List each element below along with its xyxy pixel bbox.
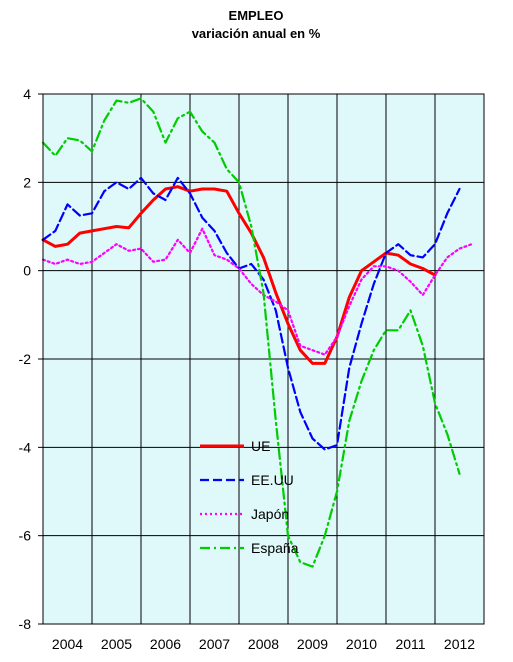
plot-border [42,93,485,625]
x-tick-label: 2010 [346,636,377,652]
y-tick-label: 0 [23,263,31,279]
y-tick-label: -8 [19,616,32,632]
chart-subtitle: variación anual en % [192,26,321,41]
legend-label: UE [251,438,270,454]
y-tick-label: -2 [19,351,32,367]
x-tick-label: 2007 [199,636,230,652]
chart-title: EMPLEO [229,8,284,23]
y-tick-label: -6 [19,528,32,544]
x-tick-label: 2006 [150,636,181,652]
x-tick-label: 2008 [248,636,279,652]
x-tick-label: 2011 [395,636,425,652]
x-tick-label: 2009 [297,636,328,652]
series-line-ee-uu [41,176,461,451]
y-tick-label: 2 [23,174,31,190]
y-tick-label: 4 [23,86,31,102]
legend: UE EE.UU Japón España [200,438,299,556]
y-tick-label: -4 [19,439,32,455]
legend-label: EE.UU [251,472,294,488]
legend-label: España [251,540,299,556]
x-tick-label: 2004 [52,636,83,652]
series-line-ue [41,185,437,365]
series-line-espa-a [41,97,461,568]
series-line-jap-n [41,227,473,356]
plot-area: 4 2 0 -2 -4 -6 -8 2004 2005 2006 2007 2008 2009 2010 2… [19,86,485,652]
legend-label: Japón [251,506,289,522]
x-tick-label: 2012 [444,636,475,652]
x-tick-label: 2005 [101,636,132,652]
